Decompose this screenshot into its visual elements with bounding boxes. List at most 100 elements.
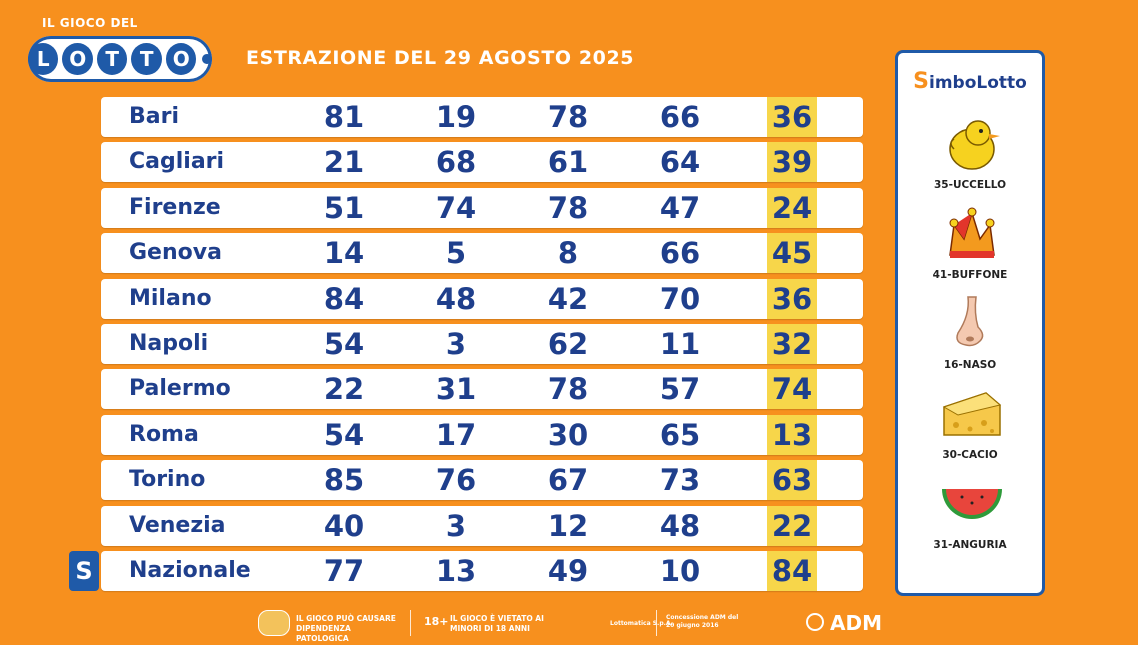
number-2: 13 [435, 553, 477, 588]
number-4: 64 [659, 145, 701, 180]
number-2: 17 [435, 417, 477, 452]
number-5-highlighted: 45 [767, 233, 817, 274]
table-row-nazionale: S Nazionale 77 13 49 10 84 [69, 550, 863, 591]
nose-icon [956, 296, 984, 347]
number-2: 3 [445, 326, 467, 361]
operator-text: Lottomatica S.p.A. [610, 620, 673, 627]
number-3: 49 [547, 553, 589, 588]
number-3: 12 [547, 508, 589, 543]
symbol-label: 35-UCCELLO [933, 179, 1006, 191]
brand-letter: L [27, 43, 59, 75]
number-5-highlighted: 13 [767, 414, 817, 455]
table-row: Genova 14 5 8 66 45 [101, 233, 863, 274]
table-row: Roma 54 17 30 65 13 [101, 414, 863, 455]
symbol-item: 41-BUFFONE [898, 205, 1042, 287]
number-1: 85 [323, 463, 365, 498]
number-3: 30 [547, 417, 589, 452]
simbolotto-logo-text: imboLotto [929, 73, 1027, 93]
number-4: 70 [659, 281, 701, 316]
number-4: 47 [659, 190, 701, 225]
number-3: 67 [547, 463, 589, 498]
number-4: 11 [659, 326, 701, 361]
brand-pill: L O T T O [27, 36, 213, 82]
number-5-highlighted: 32 [767, 323, 817, 364]
number-4: 66 [659, 100, 701, 134]
number-4: 73 [659, 463, 701, 498]
number-2: 3 [445, 508, 467, 543]
symbol-item: 16-NASO [898, 295, 1042, 377]
age-badge: 18+ [424, 615, 449, 628]
simbolotto-s-badge: S [69, 550, 99, 591]
number-2: 76 [435, 463, 477, 498]
table-row: Firenze 51 74 78 47 24 [101, 187, 863, 228]
number-3: 78 [547, 372, 589, 407]
symbol-label: 16-NASO [943, 359, 997, 371]
number-4: 48 [659, 508, 701, 543]
chick-icon [949, 120, 1000, 170]
number-1: 14 [323, 236, 365, 271]
city-name: Firenze [129, 194, 221, 220]
number-5-highlighted: 24 [767, 187, 817, 228]
number-5-highlighted: 74 [767, 369, 817, 410]
lotto-logo: IL GIOCO DEL L O T T O [27, 16, 218, 86]
symbol-label: 41-BUFFONE [932, 269, 1008, 281]
number-1: 54 [323, 417, 365, 452]
number-4: 57 [659, 372, 701, 407]
symbol-item: 30-CACIO [898, 385, 1042, 467]
city-name: Bari [129, 104, 180, 129]
table-row: Venezia 40 3 12 48 22 [101, 505, 863, 546]
number-3: 61 [547, 145, 589, 180]
brand-letter: O [62, 43, 93, 75]
city-name: Venezia [129, 512, 226, 538]
symbol-label: 31-ANGURIA [933, 539, 1007, 551]
brand-dot-icon [202, 54, 213, 64]
number-2: 19 [435, 100, 477, 134]
number-1: 22 [323, 372, 365, 407]
table-row: Torino 85 76 67 73 63 [101, 460, 863, 501]
number-4: 66 [659, 236, 701, 271]
city-name: Genova [129, 240, 222, 266]
concession-text: Concessione ADM del 20 giugno 2016 [666, 614, 739, 629]
footer-divider [656, 610, 657, 636]
symbol-label: 30-CACIO [942, 449, 998, 461]
number-2: 48 [435, 281, 477, 316]
number-1: 81 [323, 100, 365, 134]
table-row: Palermo 22 31 78 57 74 [101, 369, 863, 410]
adm-logo: ADM [830, 611, 882, 635]
number-3: 8 [557, 236, 579, 271]
number-3: 62 [547, 326, 589, 361]
number-1: 84 [323, 281, 365, 316]
draw-title: ESTRAZIONE DEL 29 AGOSTO 2025 [246, 47, 635, 69]
brand-letter: T [96, 43, 128, 75]
city-name: Napoli [129, 330, 209, 356]
number-2: 68 [435, 145, 477, 180]
symbol-item: 31-ANGURIA [898, 475, 1042, 557]
brand-subtitle: IL GIOCO DEL [42, 16, 138, 30]
number-2: 74 [435, 190, 477, 225]
cheese-icon [942, 392, 1002, 436]
number-5-highlighted: 63 [767, 460, 817, 501]
watermelon-icon [942, 489, 1002, 519]
simbolotto-logo: SimboLotto [898, 69, 1042, 94]
number-1: 51 [323, 190, 365, 225]
number-2: 5 [445, 236, 467, 271]
minors-warning: IL GIOCO È VIETATO AI MINORI DI 18 ANNI [450, 614, 544, 633]
number-3: 42 [547, 281, 589, 316]
simbolotto-panel: SimboLotto 35-UCCELLO 41-BUFFONE 16-NASO [895, 50, 1045, 596]
city-name: Torino [129, 467, 206, 493]
number-5-highlighted: 22 [767, 505, 817, 546]
city-name: Palermo [129, 376, 231, 402]
table-row: Napoli 54 3 62 11 32 [101, 323, 863, 364]
footer-divider [410, 610, 411, 636]
number-1: 21 [323, 145, 365, 180]
gioco-responsabile-logo-icon [258, 610, 290, 636]
brand-letter: O [165, 43, 197, 75]
number-1: 40 [323, 508, 365, 543]
number-2: 31 [435, 372, 477, 407]
jester-hat-icon [949, 207, 995, 258]
results-table: Bari 81 19 78 66 36 Cagliari 21 68 61 64… [69, 97, 863, 596]
number-3: 78 [547, 190, 589, 225]
city-name: Milano [129, 285, 212, 311]
symbol-item: 35-UCCELLO [898, 115, 1042, 197]
addiction-warning: IL GIOCO PUÒ CAUSARE DIPENDENZA PATOLOGI… [296, 614, 396, 643]
